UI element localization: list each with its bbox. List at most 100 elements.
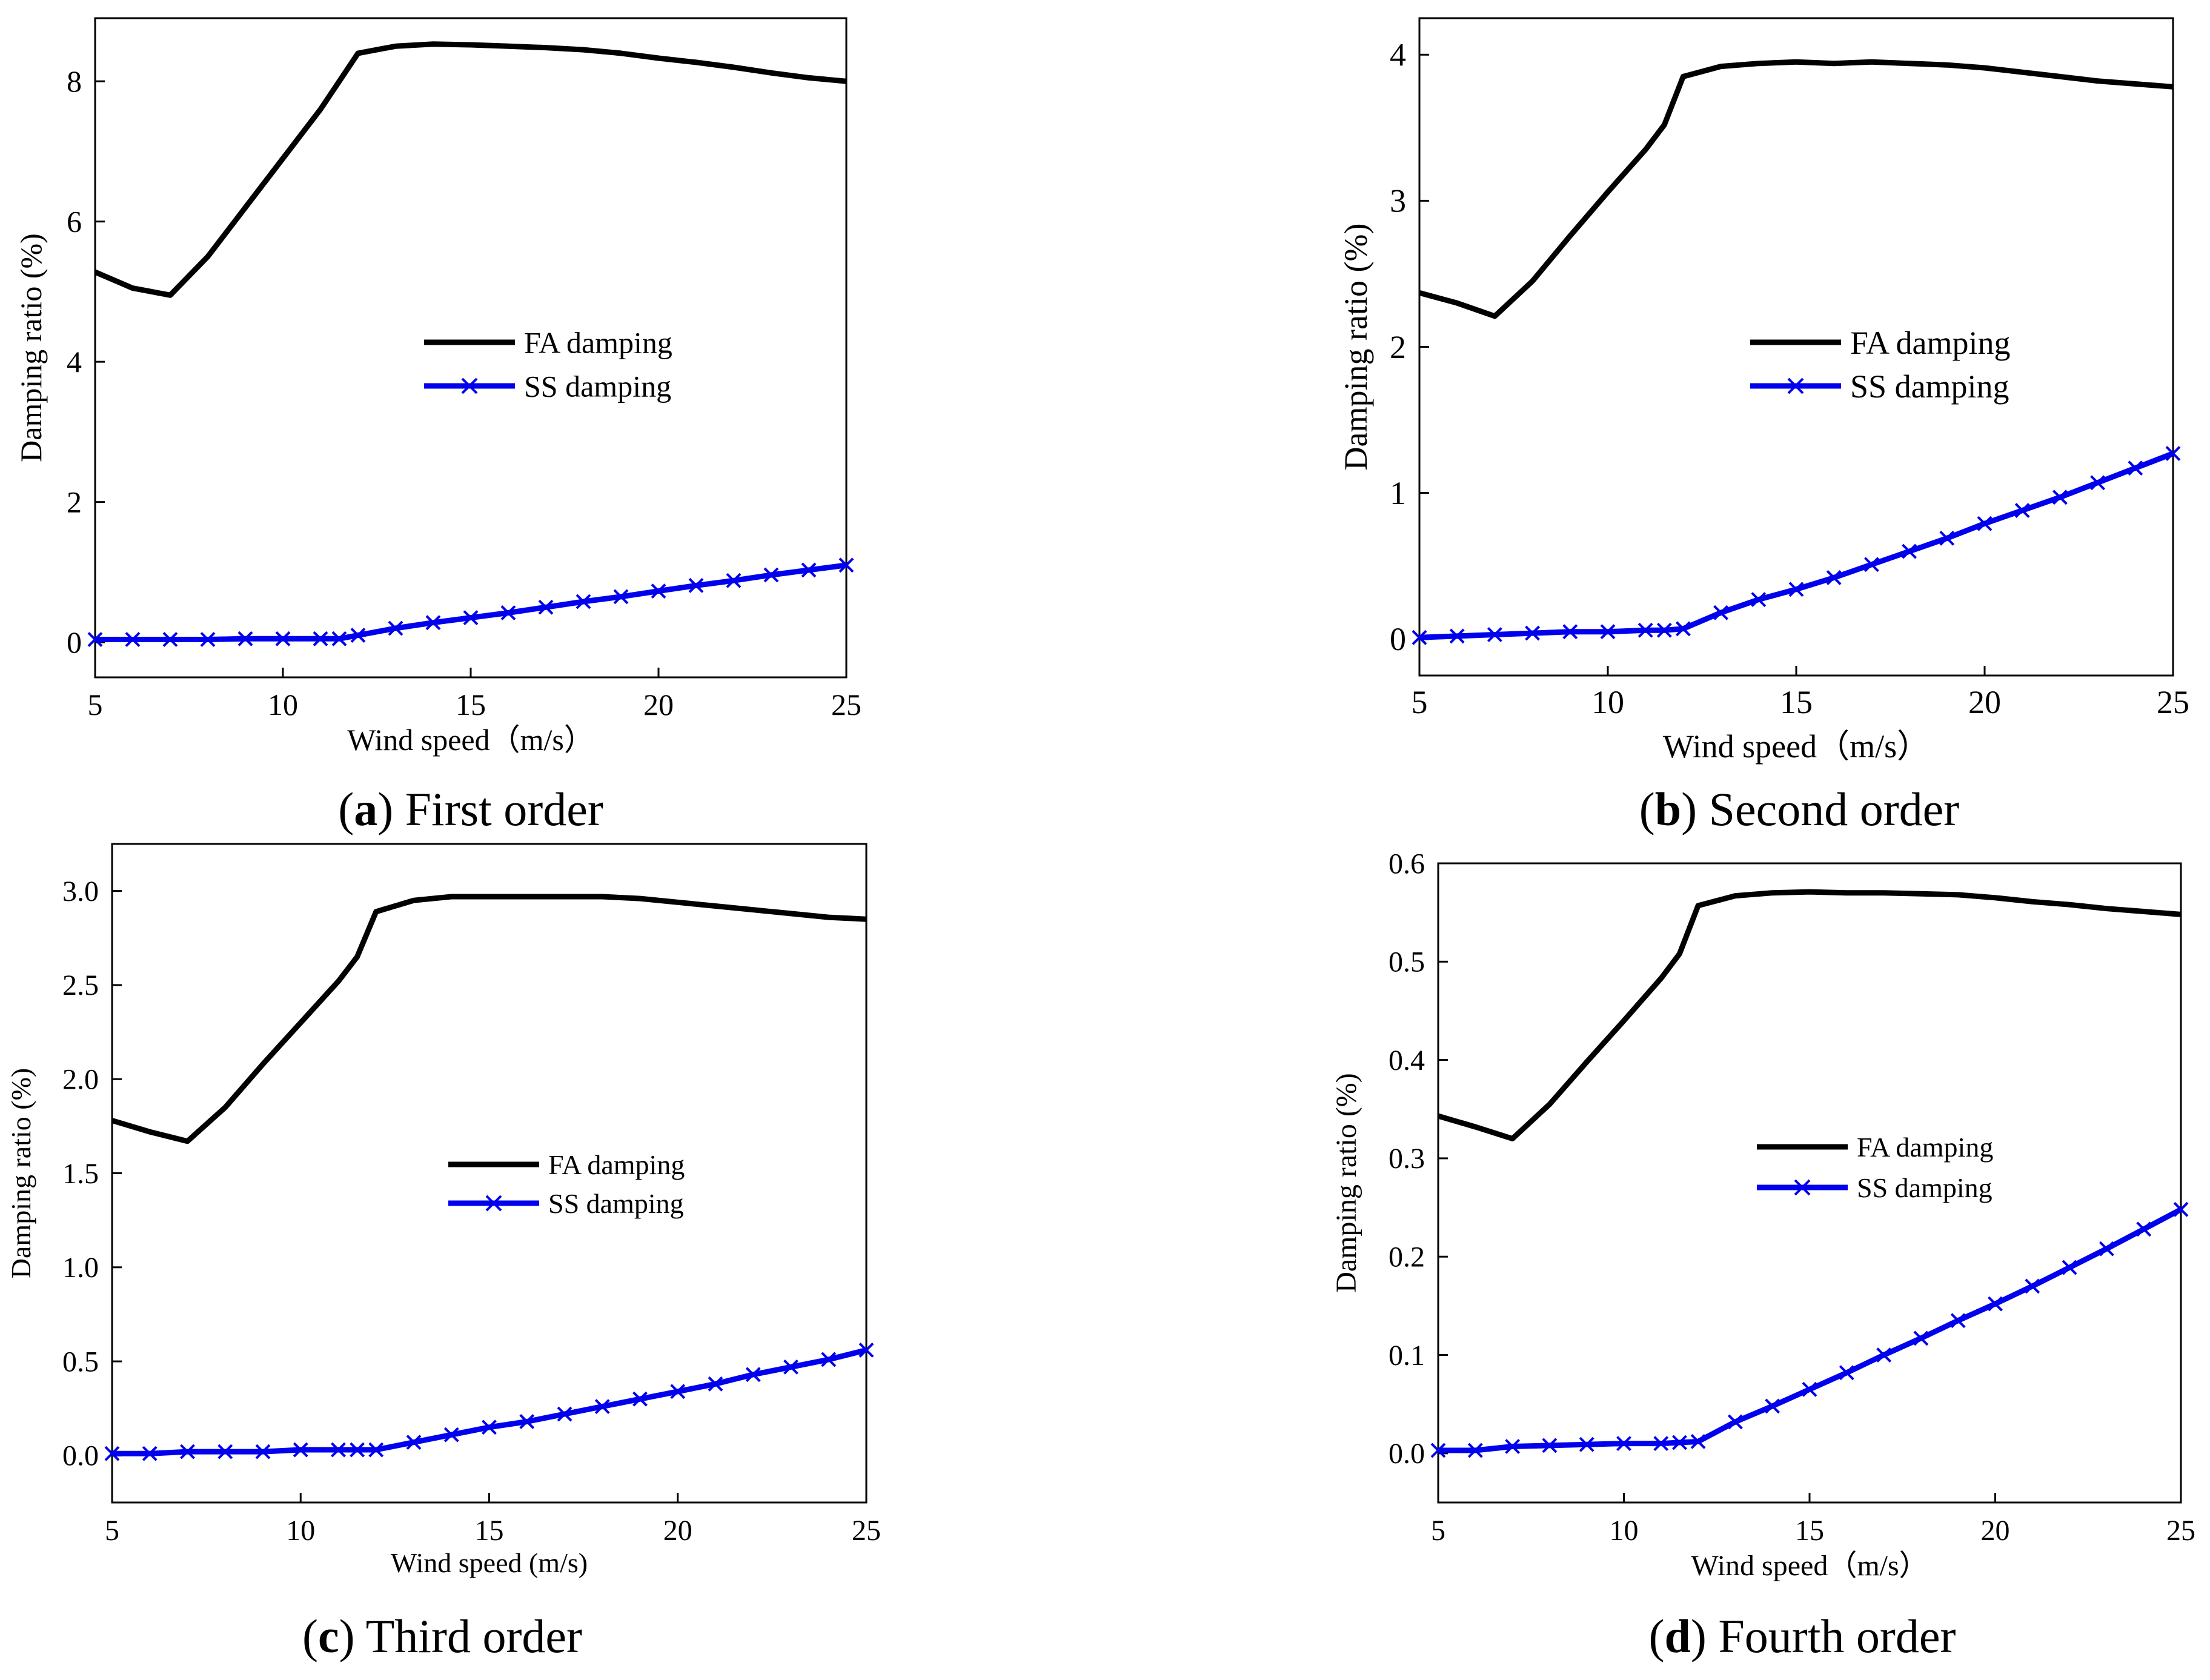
point-ss-a-7 — [331, 631, 347, 646]
point-ss-d-7 — [1672, 1435, 1687, 1450]
point-ss-b-4 — [1562, 624, 1578, 640]
point-ss-d-1 — [1467, 1443, 1483, 1458]
x-tick-label-d-4: 25 — [2166, 1515, 2195, 1547]
point-ss-a-5 — [275, 631, 291, 646]
caption-c: (c) Third order — [302, 1610, 582, 1662]
point-ss-a-1 — [125, 632, 141, 647]
chart-c: 5 10 15 20 25 0.0 0.5 1.0 1.5 2.0 2.5 3.0 Wind speed… — [5, 843, 881, 1578]
point-ss-c-12 — [519, 1414, 535, 1429]
point-ss-c-2 — [180, 1444, 195, 1459]
point-ss-a-6 — [313, 631, 328, 646]
y-tick-label-c-5: 2.5 — [62, 969, 99, 1001]
point-ss-d-11 — [1802, 1381, 1817, 1397]
x-tick-label-a-1: 10 — [268, 688, 298, 722]
point-ss-b-14 — [1902, 543, 1917, 559]
point-ss-c-3 — [217, 1444, 233, 1459]
point-ss-d-5 — [1616, 1436, 1631, 1452]
point-ss-c-21 — [858, 1343, 874, 1358]
point-ss-a-16 — [651, 583, 666, 599]
point-ss-d-4 — [1579, 1436, 1594, 1452]
x-tick-label-a-4: 25 — [831, 688, 861, 722]
point-ss-a-19 — [763, 567, 779, 583]
y-tick-label-a-0: 0 — [67, 625, 82, 659]
point-ss-a-9 — [388, 620, 403, 636]
point-ss-b-2 — [1487, 627, 1502, 642]
point-ss-b-8 — [1675, 621, 1691, 637]
x-tick-label-b-4: 25 — [2157, 684, 2189, 720]
x-tick-label-d-3: 20 — [1981, 1515, 2010, 1547]
point-ss-a-12 — [500, 605, 516, 620]
legend-marker-ss-a — [461, 377, 478, 394]
caption-b-letter: b — [1655, 783, 1681, 835]
point-ss-b-18 — [2052, 490, 2068, 505]
caption-a-text: First order — [405, 783, 603, 835]
caption-b-text: Second order — [1709, 783, 1960, 835]
caption-d-letter: d — [1665, 1610, 1691, 1662]
point-ss-a-8 — [350, 628, 366, 643]
point-ss-b-3 — [1525, 625, 1541, 641]
point-ss-d-17 — [2025, 1278, 2040, 1294]
series-line-ss-d — [1438, 1207, 2183, 1453]
caption-d-text: Fourth order — [1718, 1610, 1956, 1662]
y-tick-label-b-1: 1 — [1390, 475, 1406, 511]
x-tick-label-b-0: 5 — [1412, 684, 1428, 720]
point-ss-b-15 — [1939, 530, 1955, 546]
point-ss-a-18 — [726, 573, 742, 588]
point-ss-a-17 — [688, 577, 704, 593]
y-tick-label-b-3: 3 — [1390, 183, 1406, 219]
x-axis-label-b: Wind speed（m/s） — [1663, 728, 1930, 765]
legend-label-fa-d: FA damping — [1857, 1132, 1993, 1163]
x-tick-label-b-1: 10 — [1591, 684, 1624, 720]
point-ss-a-11 — [463, 610, 479, 626]
x-tick-label-c-3: 20 — [663, 1515, 692, 1547]
point-ss-a-4 — [237, 631, 253, 646]
legend-marker-ss-b — [1787, 377, 1804, 394]
y-tick-label-c-1: 0.5 — [62, 1346, 99, 1378]
point-ss-c-4 — [255, 1444, 271, 1459]
point-ss-d-13 — [1876, 1347, 1892, 1363]
point-ss-c-20 — [821, 1352, 837, 1367]
point-ss-a-13 — [538, 599, 554, 615]
legend-a: FA damping SS damping — [424, 326, 672, 403]
legend-b: FA damping SS damping — [1750, 325, 2011, 405]
x-tick-label-d-0: 5 — [1431, 1515, 1445, 1547]
y-tick-label-b-0: 0 — [1390, 621, 1406, 657]
legend-marker-ss-d — [1794, 1179, 1811, 1196]
point-ss-b-13 — [1863, 557, 1879, 573]
point-ss-d-14 — [1913, 1330, 1929, 1346]
y-tick-label-c-0: 0.0 — [62, 1440, 99, 1472]
point-ss-b-17 — [2014, 503, 2030, 518]
caption-a-letter: a — [354, 783, 377, 835]
point-ss-c-14 — [594, 1399, 610, 1415]
x-tick-label-c-4: 25 — [852, 1515, 881, 1547]
legend-label-ss-b: SS damping — [1850, 368, 2009, 405]
point-ss-b-5 — [1600, 624, 1616, 640]
x-axis-label-c: Wind speed (m/s) — [391, 1547, 588, 1578]
series-line-fa-c — [111, 894, 867, 1144]
point-ss-b-10 — [1751, 592, 1767, 608]
y-tick-label-c-2: 1.0 — [62, 1252, 99, 1284]
plot-frame-b — [1418, 17, 2174, 677]
plot-frame-c — [111, 843, 868, 1504]
x-tick-label-c-0: 5 — [105, 1515, 119, 1547]
point-ss-d-19 — [2099, 1241, 2114, 1257]
point-ss-a-15 — [613, 589, 629, 605]
y-tick-label-c-3: 1.5 — [62, 1158, 99, 1190]
point-ss-b-6 — [1638, 622, 1653, 638]
series-line-ss-a — [95, 562, 847, 642]
point-ss-c-16 — [670, 1384, 686, 1399]
legend-label-fa-a: FA damping — [524, 326, 672, 360]
y-tick-label-a-2: 4 — [67, 345, 82, 379]
y-tick-label-a-4: 8 — [67, 64, 82, 98]
caption-d: (d) Fourth order — [1649, 1610, 1956, 1662]
legend-c: FA damping SS damping — [448, 1149, 685, 1219]
y-tick-label-a-3: 6 — [67, 205, 82, 239]
legend-label-ss-c: SS damping — [548, 1188, 684, 1219]
caption-c-letter: c — [318, 1610, 339, 1662]
y-tick-label-c-6: 3.0 — [62, 875, 99, 908]
point-ss-a-10 — [425, 615, 441, 631]
legend-marker-ss-c — [485, 1195, 502, 1212]
point-ss-c-5 — [293, 1442, 308, 1458]
point-ss-d-3 — [1542, 1438, 1558, 1453]
point-ss-c-17 — [708, 1376, 723, 1392]
